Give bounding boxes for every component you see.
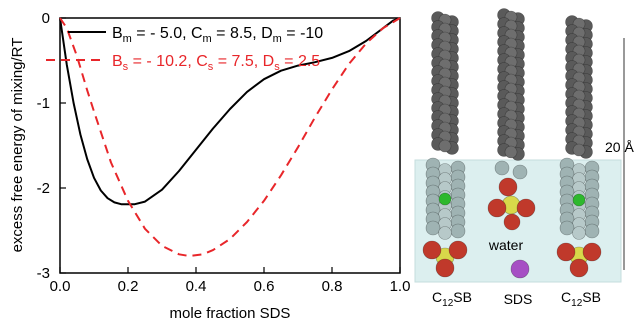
headgroup-atom (438, 226, 452, 240)
carbon-atom (438, 139, 452, 153)
oxygen-atom (435, 258, 455, 278)
oxygen-atom (422, 240, 442, 260)
oxygen-atom (498, 177, 518, 197)
headgroup-atom (425, 220, 441, 236)
x-tick-label: 0.8 (322, 278, 343, 295)
oxygen-atom (487, 198, 507, 218)
nitrogen-atom (438, 192, 452, 206)
series-layer (59, 17, 401, 257)
series-line-2 (59, 17, 401, 257)
plot-area: 0.0 0.2 0.4 0.6 0.8 1.0 0 -1 -2 -3 (37, 10, 411, 295)
x-tick-label: 0.2 (118, 278, 139, 295)
y-axis-ticks: 0 -1 -2 -3 (37, 10, 66, 282)
molecule-label-3: C12SB (561, 289, 601, 309)
x-tick-label: 1.0 (390, 278, 411, 295)
y-tick-label: 0 (42, 10, 50, 27)
legend-entry-1: Bm = - 5.0, Cm = 8.5, Dm = -10 (68, 25, 323, 45)
legend-label-2: Bs = - 10.2, Cs = 7.5, Ds = 2.5 (112, 53, 320, 73)
headgroup-atom (572, 226, 586, 240)
water-label: water (488, 237, 524, 253)
molecule-label-2: SDS (504, 291, 533, 307)
molecule-label-1: C12SB (432, 289, 472, 309)
molecular-illustration: 20 Å water C12SB SDS C12SB (414, 8, 634, 309)
oxygen-atom (448, 240, 468, 260)
chart: 0.0 0.2 0.4 0.6 0.8 1.0 0 -1 -2 -3 mole fraction… (9, 10, 410, 322)
x-axis-ticks: 0.0 0.2 0.4 0.6 0.8 1.0 (50, 267, 411, 295)
sodium-atom (510, 259, 530, 279)
headgroup-atom (450, 223, 466, 239)
oxygen-atom (569, 258, 589, 278)
oxygen-atom (556, 242, 576, 262)
y-tick-label: -2 (37, 180, 50, 197)
carbon-atom (504, 145, 518, 159)
headgroup-atom (559, 220, 575, 236)
headgroup-atom (512, 164, 528, 180)
nitrogen-atom (572, 193, 586, 207)
x-tick-label: 0.0 (50, 278, 71, 295)
oxygen-atom (503, 213, 521, 231)
y-tick-label: -1 (37, 95, 50, 112)
y-tick-label: -3 (37, 265, 50, 282)
legend: Bm = - 5.0, Cm = 8.5, Dm = -10 Bs = - 10… (46, 25, 323, 73)
y-axis-label: excess free energy of mixing/RT (9, 38, 26, 253)
headgroup-atom (494, 160, 510, 176)
scale-label: 20 Å (605, 139, 634, 155)
oxygen-atom (516, 198, 536, 218)
series-line-1 (59, 17, 401, 206)
molecules (422, 8, 602, 279)
oxygen-atom (582, 242, 602, 262)
x-tick-label: 0.6 (254, 278, 275, 295)
x-tick-label: 0.4 (186, 278, 207, 295)
carbon-atom (572, 143, 586, 157)
headgroup-atom (584, 223, 600, 239)
plot-frame (59, 17, 401, 274)
legend-entry-2: Bs = - 10.2, Cs = 7.5, Ds = 2.5 (46, 53, 320, 73)
x-axis-label: mole fraction SDS (170, 305, 291, 322)
legend-label-1: Bm = - 5.0, Cm = 8.5, Dm = -10 (112, 25, 323, 45)
